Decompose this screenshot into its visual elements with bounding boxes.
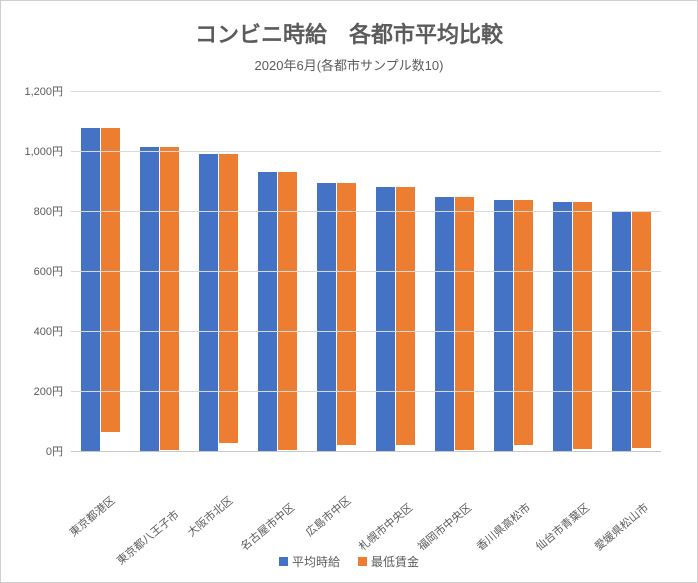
y-axis-label: 0円 <box>46 443 63 459</box>
y-axis-label: 200円 <box>34 383 63 399</box>
chart-subtitle: 2020年6月(各都市サンプル数10) <box>1 55 697 74</box>
y-axis-label: 400円 <box>34 323 63 339</box>
bar <box>278 172 297 450</box>
legend-label: 平均時給 <box>292 553 340 570</box>
bar <box>553 202 572 451</box>
x-axis-label: 仙台市青葉区 <box>531 499 592 554</box>
bar <box>101 128 120 432</box>
x-axis-label: 名古屋市中区 <box>236 499 297 554</box>
y-axis-label: 1,200円 <box>24 83 63 99</box>
gridline <box>71 271 661 272</box>
bar-group <box>317 183 356 451</box>
y-axis-label: 800円 <box>34 203 63 219</box>
bar <box>199 154 218 451</box>
plot-area: 0円200円400円600円800円1,000円1,200円東京都港区東京都八王… <box>71 91 661 452</box>
y-axis-label: 1,000円 <box>24 143 63 159</box>
legend-item: 平均時給 <box>279 553 340 570</box>
legend: 平均時給 最低賃金 <box>1 553 697 570</box>
x-axis-label: 大阪市北区 <box>183 492 235 540</box>
bar <box>219 154 238 443</box>
bar-group <box>376 187 415 451</box>
bar-group <box>553 202 592 451</box>
bar <box>514 200 533 445</box>
bar-group <box>199 154 238 451</box>
chart-container: コンビニ時給 各都市平均比較 2020年6月(各都市サンプル数10) 0円200… <box>0 0 698 583</box>
legend-swatch <box>358 557 367 566</box>
bar <box>258 172 277 451</box>
x-axis-label: 広島市中区 <box>301 492 353 540</box>
bar <box>337 183 356 444</box>
legend-item: 最低賃金 <box>358 553 419 570</box>
legend-label: 最低賃金 <box>371 553 419 570</box>
bar <box>81 128 100 451</box>
bar <box>140 147 159 452</box>
bar <box>494 200 513 451</box>
bar <box>435 197 454 451</box>
gridline <box>71 91 661 92</box>
gridline <box>71 211 661 212</box>
y-axis-label: 600円 <box>34 263 63 279</box>
x-axis-label: 東京都港区 <box>65 492 117 540</box>
gridline <box>71 151 661 152</box>
bar <box>632 211 651 448</box>
x-axis-label: 福岡市中央区 <box>413 499 474 554</box>
gridline <box>71 331 661 332</box>
legend-swatch <box>279 557 288 566</box>
bar <box>396 187 415 445</box>
bar <box>376 187 395 451</box>
bar-group <box>81 128 120 451</box>
x-axis-label: 愛媛県松山市 <box>590 499 651 554</box>
bar-group <box>258 172 297 451</box>
bar <box>317 183 336 451</box>
bar <box>455 197 474 449</box>
bar <box>573 202 592 449</box>
bar-group <box>140 147 179 452</box>
bar-group <box>435 197 474 451</box>
chart-title: コンビニ時給 各都市平均比較 <box>1 17 697 49</box>
x-axis-label: 香川県高松市 <box>472 499 533 554</box>
x-axis-label: 札幌市中央区 <box>354 499 415 554</box>
bar-group <box>494 200 533 451</box>
bar <box>160 147 179 451</box>
gridline <box>71 391 661 392</box>
